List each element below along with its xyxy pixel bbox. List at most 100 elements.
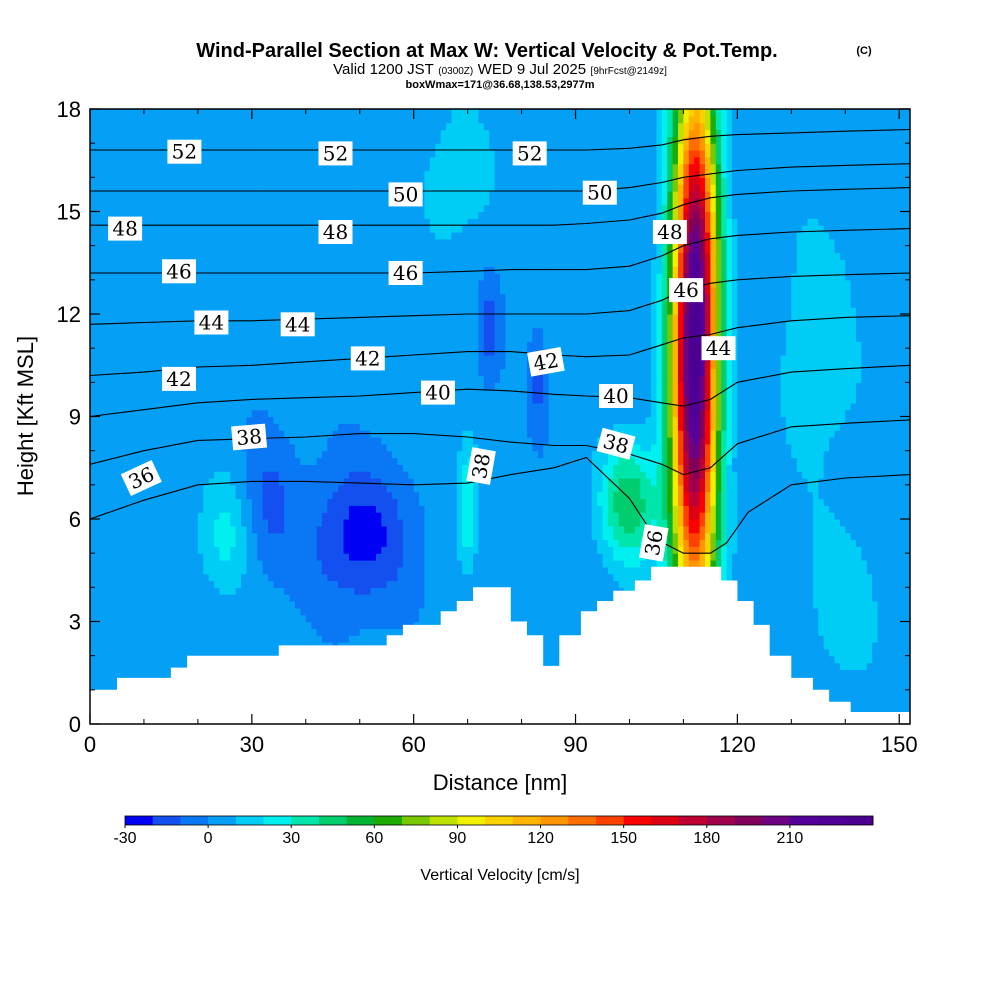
velocity-cell	[338, 252, 345, 260]
velocity-cell	[375, 519, 382, 527]
velocity-cell	[370, 156, 377, 165]
velocity-cell	[354, 266, 361, 274]
velocity-cell	[230, 320, 237, 329]
velocity-cell	[116, 648, 123, 657]
velocity-cell	[375, 115, 382, 124]
velocity-cell	[354, 129, 361, 137]
velocity-cell	[138, 382, 145, 390]
velocity-cell	[192, 484, 199, 493]
velocity-cell	[203, 491, 210, 500]
velocity-cell	[165, 491, 172, 500]
velocity-cell	[262, 170, 269, 178]
velocity-cell	[268, 594, 275, 602]
velocity-cell	[143, 197, 150, 206]
velocity-cell	[278, 614, 285, 623]
velocity-cell	[289, 375, 296, 383]
velocity-cell	[262, 471, 269, 479]
velocity-cell	[375, 573, 382, 582]
velocity-cell	[295, 402, 301, 411]
velocity-cell	[197, 525, 204, 534]
velocity-cell	[289, 539, 296, 547]
velocity-cell	[375, 580, 382, 588]
velocity-cell	[116, 382, 123, 390]
velocity-cell	[381, 245, 388, 254]
velocity-cell	[106, 607, 113, 616]
velocity-cell	[143, 601, 150, 609]
velocity-cell	[170, 389, 177, 397]
velocity-cell	[95, 327, 102, 336]
velocity-cell	[359, 464, 366, 472]
velocity-cell	[300, 109, 307, 117]
velocity-cell	[208, 628, 215, 636]
velocity-cell	[181, 218, 188, 226]
velocity-cell	[116, 587, 123, 595]
velocity-cell	[122, 642, 129, 650]
velocity-cell	[149, 416, 156, 424]
velocity-cell	[230, 532, 237, 541]
velocity-cell	[224, 505, 231, 513]
velocity-cell	[289, 143, 296, 151]
velocity-cell	[295, 348, 301, 356]
velocity-cell	[230, 607, 237, 616]
velocity-cell	[187, 505, 194, 513]
velocity-cell	[219, 204, 226, 213]
velocity-cell	[214, 245, 221, 254]
velocity-cell	[181, 389, 188, 397]
velocity-cell	[143, 286, 150, 295]
velocity-cell	[133, 170, 140, 178]
velocity-cell	[295, 498, 301, 506]
velocity-cell	[343, 532, 350, 541]
velocity-cell	[165, 307, 172, 315]
velocity-cell	[208, 389, 215, 397]
velocity-cell	[176, 642, 183, 650]
velocity-cell	[365, 478, 372, 486]
velocity-cell	[268, 293, 275, 301]
velocity-cell	[127, 163, 134, 172]
velocity-cell	[359, 307, 366, 315]
velocity-cell	[268, 642, 275, 650]
velocity-cell	[289, 635, 296, 643]
velocity-cell	[375, 601, 382, 609]
velocity-cell	[359, 266, 366, 274]
velocity-cell	[187, 484, 194, 493]
velocity-cell	[138, 327, 145, 336]
velocity-cell	[100, 601, 107, 609]
velocity-cell	[332, 423, 339, 431]
velocity-cell	[348, 587, 355, 595]
velocity-cell	[370, 573, 377, 582]
velocity-cell	[154, 238, 161, 247]
velocity-cell	[268, 150, 275, 158]
velocity-cell	[224, 642, 231, 650]
velocity-cell	[187, 320, 194, 329]
velocity-cell	[338, 539, 345, 547]
velocity-cell	[95, 628, 102, 636]
velocity-cell	[90, 607, 96, 616]
velocity-cell	[133, 334, 140, 342]
velocity-cell	[143, 505, 150, 513]
velocity-cell	[386, 450, 393, 459]
velocity-cell	[203, 512, 210, 520]
velocity-cell	[111, 143, 118, 151]
velocity-cell	[208, 471, 215, 479]
velocity-cell	[375, 293, 382, 301]
velocity-cell	[219, 218, 226, 226]
velocity-cell	[208, 594, 215, 602]
velocity-cell	[106, 580, 113, 588]
velocity-cell	[149, 368, 156, 377]
velocity-cell	[257, 314, 264, 322]
velocity-cell	[354, 279, 361, 288]
velocity-cell	[116, 628, 123, 636]
velocity-cell	[338, 170, 345, 178]
velocity-cell	[343, 389, 350, 397]
velocity-cell	[381, 211, 388, 219]
velocity-cell	[95, 204, 102, 213]
velocity-cell	[95, 122, 102, 131]
velocity-cell	[127, 430, 134, 438]
velocity-cell	[106, 423, 113, 431]
velocity-cell	[187, 512, 194, 520]
velocity-cell	[300, 307, 307, 315]
velocity-cell	[106, 341, 113, 349]
velocity-cell	[106, 348, 113, 356]
velocity-cell	[370, 204, 377, 213]
velocity-cell	[316, 546, 323, 554]
